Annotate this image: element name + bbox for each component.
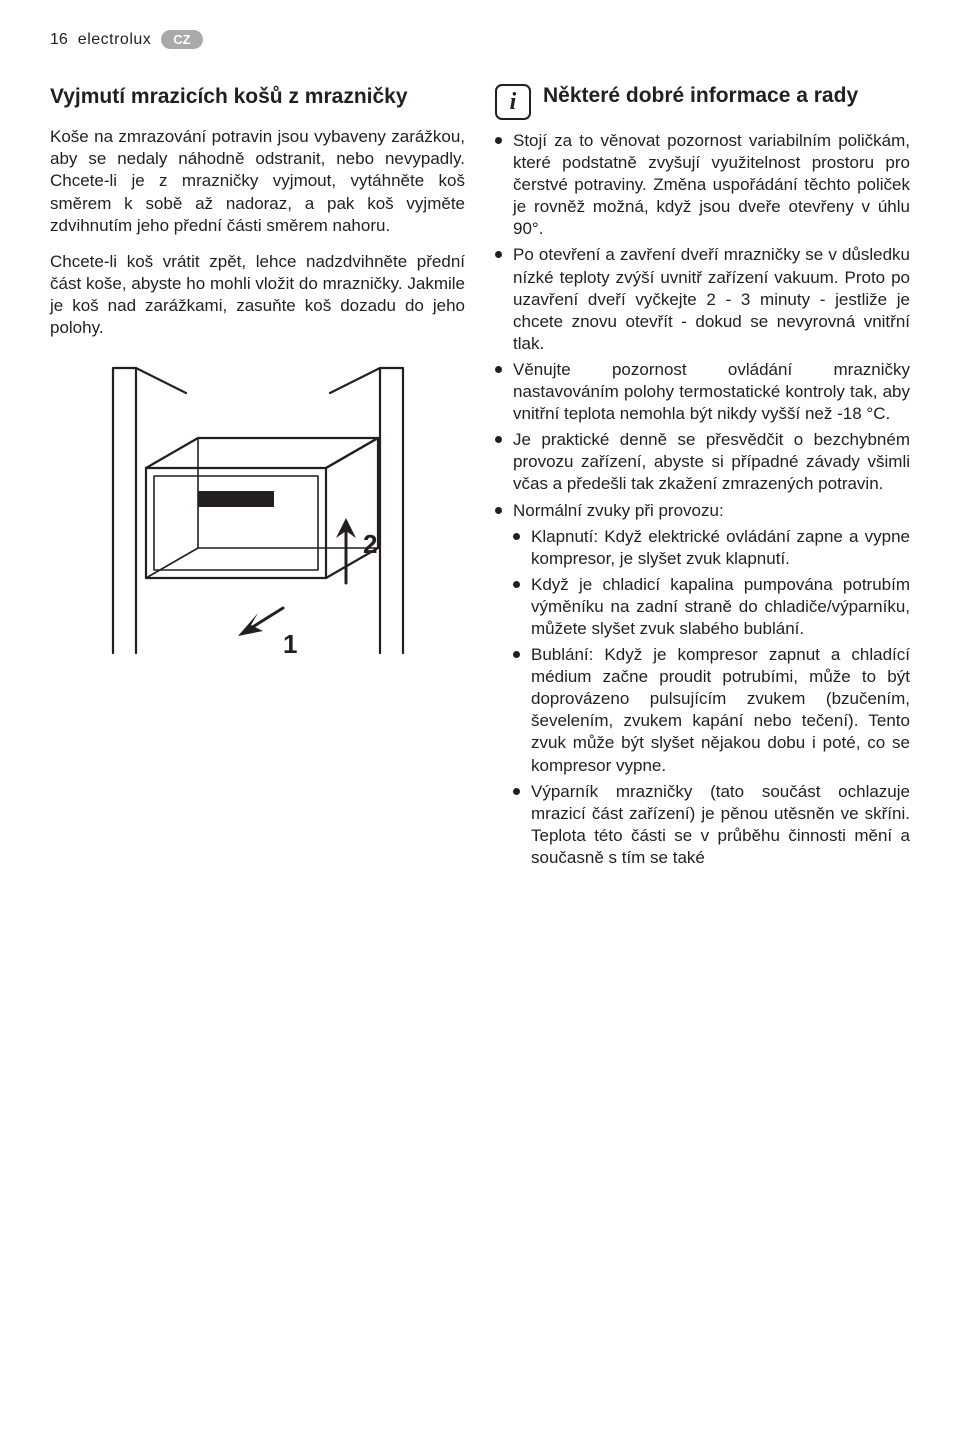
info-icon: i: [495, 84, 531, 120]
list-item: Stojí za to věnovat pozornost variabilní…: [495, 130, 910, 240]
left-column: Vyjmutí mrazicích košů z mrazničky Koše …: [50, 84, 465, 873]
left-heading: Vyjmutí mrazicích košů z mrazničky: [50, 84, 465, 110]
page-header: 16 electrolux CZ: [50, 30, 910, 49]
drawer-figure: 1 2: [50, 353, 465, 663]
left-paragraph-1: Koše na zmrazování potravin jsou vybaven…: [50, 126, 465, 236]
right-column: i Některé dobré informace a rady Stojí z…: [495, 84, 910, 873]
page-number: 16: [50, 31, 68, 49]
list-item: Normální zvuky při provozu: Klapnutí: Kd…: [495, 500, 910, 870]
list-item: Klapnutí: Když elektrické ovládání zapne…: [513, 526, 910, 570]
content-columns: Vyjmutí mrazicích košů z mrazničky Koše …: [50, 84, 910, 873]
list-item: Výparník mrazničky (tato součást ochlazu…: [513, 781, 910, 869]
list-item: Po otevření a zavření dveří mrazničky se…: [495, 244, 910, 354]
right-heading-row: i Některé dobré informace a rady: [495, 84, 910, 120]
list-item: Je praktické denně se přesvědčit o bezch…: [495, 429, 910, 495]
list-item: Bublání: Když je kompresor zapnut a chla…: [513, 644, 910, 777]
list-item: Věnujte pozornost ovládání mrazničky nas…: [495, 359, 910, 425]
right-heading: Některé dobré informace a rady: [543, 84, 858, 120]
sounds-sublist: Klapnutí: Když elektrické ovládání zapne…: [513, 526, 910, 869]
list-item-label: Normální zvuky při provozu:: [513, 501, 724, 520]
left-paragraph-2: Chcete-li koš vrátit zpět, lehce nadzdvi…: [50, 251, 465, 339]
brand-name: electrolux: [78, 31, 151, 49]
figure-label-1: 1: [283, 629, 297, 659]
figure-label-2: 2: [363, 529, 377, 559]
list-item: Když je chladicí kapalina pumpována potr…: [513, 574, 910, 640]
tips-list: Stojí za to věnovat pozornost variabilní…: [495, 130, 910, 869]
language-pill: CZ: [161, 30, 202, 49]
